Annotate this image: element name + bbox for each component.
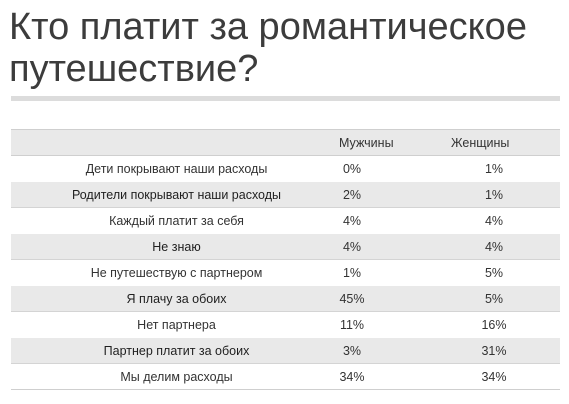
table-row: Не знаю 4% 4% <box>11 233 560 260</box>
men-value: 45% <box>339 291 365 306</box>
page-title: Кто платит за романтическое путешествие? <box>9 6 527 90</box>
header-men: Мужчины <box>339 135 394 150</box>
table-row: Дети покрывают наши расходы 0% 1% <box>11 156 560 182</box>
men-value: 3% <box>342 343 362 358</box>
table-row: Мы делим расходы 34% 34% <box>11 364 560 390</box>
women-value: 31% <box>481 343 507 358</box>
row-label: Родители покрывают наши расходы <box>71 187 282 202</box>
women-value: 1% <box>484 161 504 176</box>
survey-table: Мужчины Женщины Дети покрывают наши расх… <box>11 129 560 390</box>
women-value: 34% <box>481 369 507 384</box>
table-row: Каждый платит за себя 4% 4% <box>11 208 560 234</box>
header-women: Женщины <box>451 135 510 150</box>
row-label: Я плачу за обоих <box>126 291 227 306</box>
table-row: Я плачу за обоих 45% 5% <box>11 285 560 312</box>
row-label: Дети покрывают наши расходы <box>85 161 268 176</box>
women-value: 5% <box>484 265 504 280</box>
row-label: Партнер платит за обоих <box>103 343 250 358</box>
row-label: Не знаю <box>152 239 201 254</box>
women-value: 4% <box>484 239 504 254</box>
title-divider <box>11 96 560 101</box>
table-row: Родители покрывают наши расходы 2% 1% <box>11 181 560 208</box>
men-value: 1% <box>342 265 362 280</box>
table-body: Дети покрывают наши расходы 0% 1% Родители … <box>11 156 560 390</box>
men-value: 11% <box>339 317 365 332</box>
men-value: 4% <box>342 239 362 254</box>
women-value: 4% <box>484 213 504 228</box>
women-value: 16% <box>481 317 507 332</box>
women-value: 5% <box>484 291 504 306</box>
men-value: 4% <box>342 213 362 228</box>
row-label: Мы делим расходы <box>120 369 233 384</box>
header-label-cell <box>11 130 332 156</box>
table-row: Нет партнера 11% 16% <box>11 312 560 338</box>
table-row: Не путешествую с партнером 1% 5% <box>11 260 560 286</box>
men-value: 2% <box>342 187 362 202</box>
table-row: Партнер платит за обоих 3% 31% <box>11 337 560 364</box>
men-value: 34% <box>339 369 365 384</box>
row-label: Не путешествую с партнером <box>90 265 263 280</box>
row-label: Нет партнера <box>137 317 216 332</box>
men-value: 0% <box>342 161 362 176</box>
women-value: 1% <box>484 187 504 202</box>
bottom-divider <box>11 389 560 390</box>
row-label: Каждый платит за себя <box>109 213 244 228</box>
table-header-row: Мужчины Женщины <box>11 129 560 156</box>
